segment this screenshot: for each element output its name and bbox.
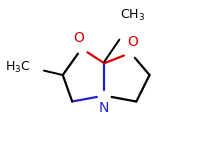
Text: N: N bbox=[99, 101, 109, 115]
Text: O: O bbox=[127, 35, 138, 49]
Text: O: O bbox=[73, 31, 84, 45]
Text: H$_3$C: H$_3$C bbox=[5, 60, 31, 75]
Text: CH$_3$: CH$_3$ bbox=[120, 8, 145, 23]
